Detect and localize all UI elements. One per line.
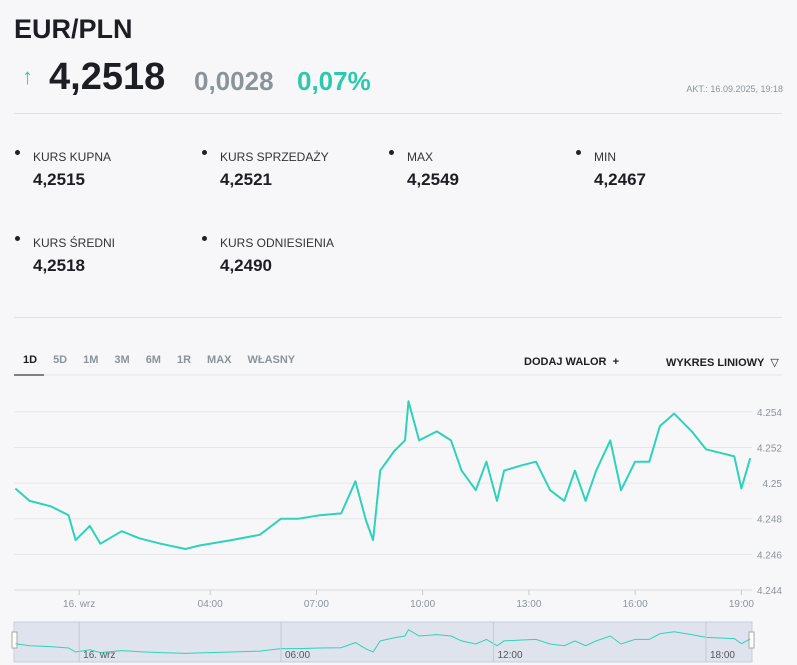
stat-value: 4,2515 (33, 170, 85, 189)
price: 4,2518 (49, 56, 166, 98)
x-tick-label: 16. wrz (63, 599, 95, 610)
nav-handle[interactable] (11, 631, 18, 649)
divider (14, 113, 782, 114)
y-tick-label: 4.252 (757, 443, 782, 454)
stat-label: MIN (594, 150, 616, 164)
range-tab[interactable]: 5D (53, 354, 68, 366)
x-tick-label: 04:00 (198, 599, 223, 610)
title: EUR/PLN (14, 14, 133, 44)
range-tab[interactable]: MAX (207, 354, 232, 366)
bullet (202, 150, 207, 155)
add-label: DODAJ WALOR (524, 356, 607, 368)
stat-value: 4,2518 (33, 256, 85, 275)
chart: 4.244 4.246 4.248 4.25 4.252 4.254 16. wrz 04:0… (11, 374, 783, 663)
range-tab[interactable]: 1M (83, 354, 99, 366)
stat-value: 4,2521 (220, 170, 272, 189)
price-line (14, 400, 752, 550)
range-tab[interactable]: 3M (114, 354, 130, 366)
change: 0,0028 (194, 66, 274, 96)
nav-handle[interactable] (748, 631, 755, 649)
x-tick-label: 16:00 (623, 599, 648, 610)
navigator-tick-label: 18:00 (710, 650, 735, 661)
updated: AKT.: 16.09.2025, 19:18 (686, 84, 783, 94)
bullet (576, 150, 581, 155)
navigator-line (15, 629, 751, 654)
bullet (15, 150, 20, 155)
x-tick-label: 07:00 (304, 599, 329, 610)
y-tick-label: 4.248 (757, 515, 782, 526)
stat-value: 4,2549 (407, 170, 459, 189)
stat: KURS KUPNA 4,2515 (15, 150, 213, 190)
bullet (389, 150, 394, 155)
chart-type-button[interactable]: WYKRES LINIOWY ▽ (666, 357, 779, 369)
divider (14, 317, 782, 318)
stat: KURS ODNIESIENIA 4,2490 (202, 236, 400, 276)
navigator-tick-label: 06:00 (285, 650, 310, 661)
stat: KURS SPRZEDAŻY 4,2521 (202, 150, 400, 190)
navigator-tick-label: 12:00 (497, 650, 522, 661)
add-button[interactable]: DODAJ WALOR + (524, 356, 620, 368)
x-tick-label: 10:00 (410, 599, 435, 610)
stat-label: KURS SPRZEDAŻY (220, 150, 329, 164)
navigator[interactable] (13, 621, 753, 663)
change-percent: 0,07% (297, 66, 371, 96)
stat: KURS ŚREDNI 4,2518 (15, 236, 213, 276)
y-tick-label: 4.244 (757, 586, 782, 597)
stat-label: KURS ODNIESIENIA (220, 236, 335, 250)
chart-type-label: WYKRES LINIOWY (666, 357, 765, 369)
range-tab[interactable]: 1R (176, 354, 192, 366)
range-tab[interactable]: 6M (145, 354, 161, 366)
stat: MAX 4,2549 (389, 150, 587, 190)
x-tick-label: 19:00 (729, 599, 754, 610)
stat: MIN 4,2467 (576, 150, 774, 190)
y-tick-label: 4.25 (763, 479, 783, 490)
range-tab[interactable]: WŁASNY (247, 354, 296, 366)
navigator-tick-label: 16. wrz (83, 650, 115, 661)
stat-value: 4,2490 (220, 256, 272, 275)
bullet (202, 236, 207, 241)
stat-label: KURS KUPNA (33, 150, 112, 164)
up-arrow: ↑ (22, 64, 33, 89)
bullet (15, 236, 20, 241)
range-tabs: 1D 5D 1M 3M 6M 1R MAX WŁASNY (14, 352, 302, 376)
x-tick-label: 13:00 (516, 599, 541, 610)
y-tick-label: 4.246 (757, 550, 782, 561)
y-tick-label: 4.254 (757, 408, 782, 419)
stat-value: 4,2467 (594, 170, 646, 189)
stat-label: KURS ŚREDNI (33, 236, 116, 250)
stat-label: MAX (407, 150, 434, 164)
